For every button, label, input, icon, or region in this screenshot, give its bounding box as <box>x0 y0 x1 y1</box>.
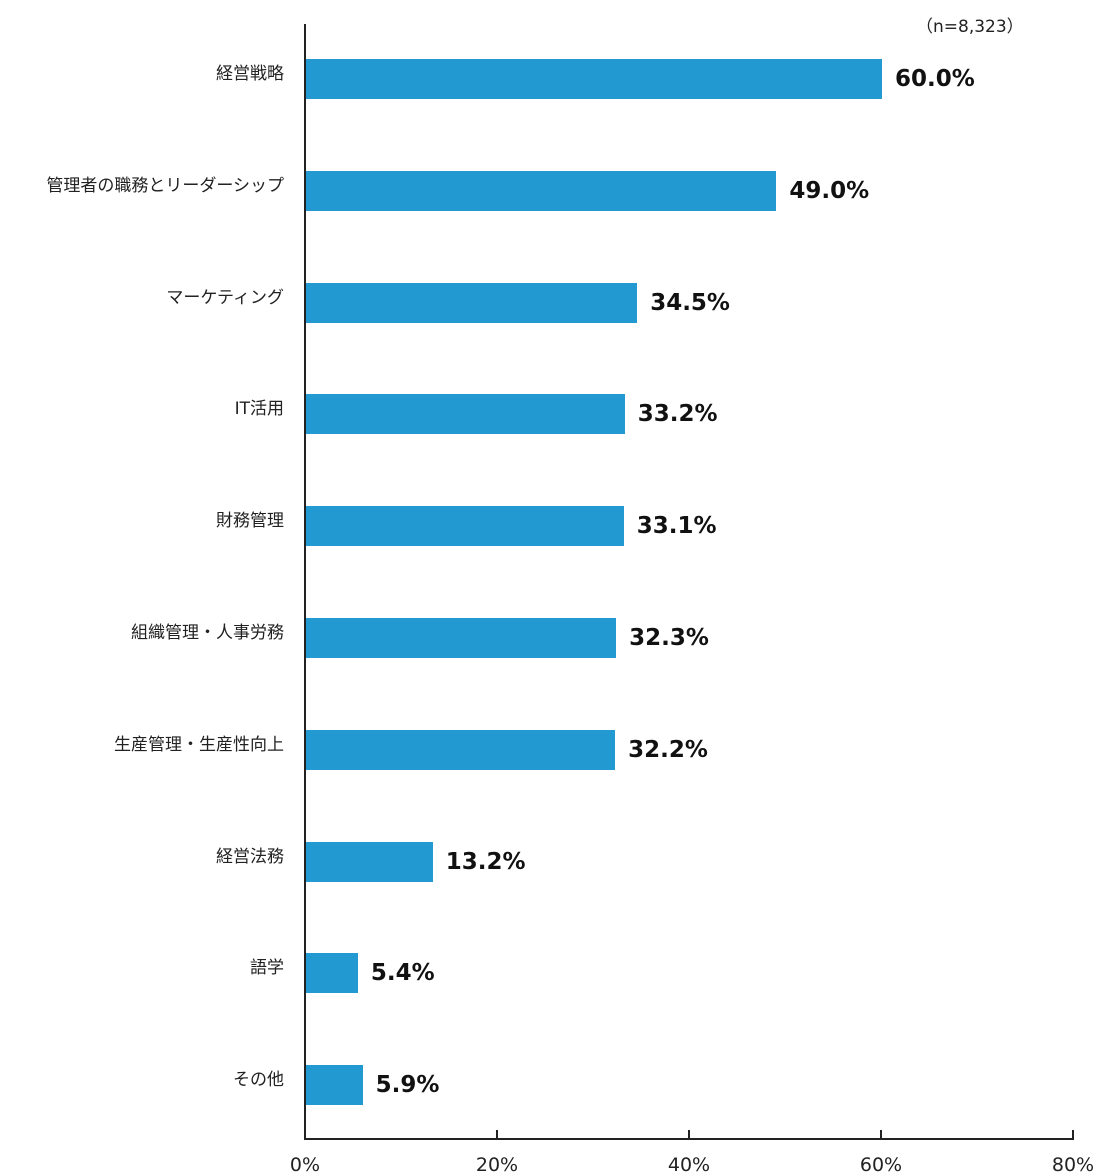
bar-row: その他 5.9% <box>0 1065 1098 1106</box>
category-label: その他 <box>233 1070 284 1091</box>
sample-size-label: （n=8,323） <box>916 17 1024 37</box>
bar <box>306 394 625 435</box>
value-label: 13.2% <box>445 848 526 875</box>
bar-row: 財務管理 33.1% <box>0 506 1098 547</box>
bar-row: 語学 5.4% <box>0 953 1098 994</box>
bar <box>306 953 358 994</box>
bar-row: 経営法務 13.2% <box>0 841 1098 882</box>
category-label: マーケティング <box>166 287 284 308</box>
x-tick-mark <box>496 1130 498 1139</box>
value-label: 33.2% <box>637 401 718 428</box>
x-tick-label: 80% <box>1051 1154 1095 1176</box>
bar <box>306 618 617 658</box>
x-tick-label: 60% <box>859 1154 903 1176</box>
y-axis-line <box>304 24 306 1139</box>
bar-row: 経営戦略 60.0% <box>0 59 1098 99</box>
bar <box>306 170 777 211</box>
value-label: 33.1% <box>636 513 717 540</box>
bar-row: 管理者の職務とリーダーシップ 49.0% <box>0 170 1098 211</box>
x-tick-mark <box>304 1130 306 1139</box>
bar-row: 生産管理・生産性向上 32.2% <box>0 729 1098 770</box>
bar <box>306 729 616 770</box>
category-label: 管理者の職務とリーダーシップ <box>46 175 284 196</box>
bar <box>306 506 624 547</box>
bar-row: 組織管理・人事労務 32.3% <box>0 618 1098 658</box>
x-tick-label: 20% <box>475 1154 519 1176</box>
x-axis-line <box>304 1138 1074 1140</box>
value-label: 5.9% <box>375 1072 440 1099</box>
bar <box>306 841 433 882</box>
value-label: 5.4% <box>370 960 435 987</box>
bar-row: IT活用 33.2% <box>0 394 1098 435</box>
bar-row: マーケティング 34.5% <box>0 282 1098 323</box>
value-label: 34.5% <box>650 289 730 316</box>
value-label: 32.3% <box>629 625 709 651</box>
category-label: 生産管理・生産性向上 <box>114 734 284 755</box>
x-tick-mark <box>880 1130 882 1139</box>
bar <box>306 59 882 99</box>
x-tick-label: 0% <box>289 1154 321 1176</box>
category-label: 語学 <box>250 958 284 979</box>
value-label: 49.0% <box>789 177 870 204</box>
bar <box>306 1065 363 1106</box>
category-label: IT活用 <box>234 399 284 420</box>
value-label: 32.2% <box>628 736 708 763</box>
category-label: 財務管理 <box>216 511 284 532</box>
category-label: 組織管理・人事労務 <box>131 623 284 643</box>
x-tick-mark <box>1072 1130 1074 1139</box>
category-label: 経営法務 <box>216 846 284 867</box>
bar <box>306 282 638 323</box>
value-label: 60.0% <box>895 66 975 92</box>
x-tick-mark <box>688 1130 690 1139</box>
category-label: 経営戦略 <box>216 64 284 84</box>
x-tick-label: 40% <box>667 1154 711 1176</box>
